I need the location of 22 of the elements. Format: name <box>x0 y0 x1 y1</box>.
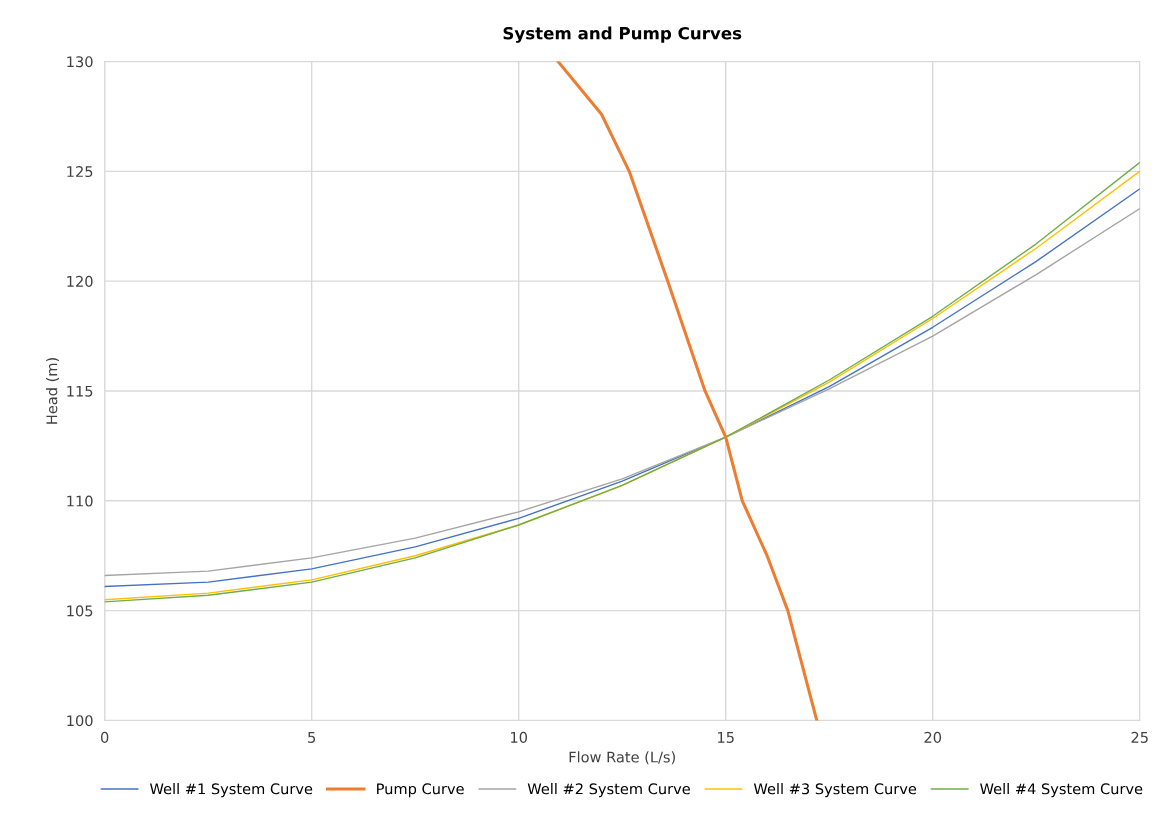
legend-label: Well #3 System Curve <box>753 783 917 798</box>
x-axis-title: Flow Rate (L/s) <box>569 751 675 765</box>
y-tick-label: 125 <box>67 166 93 178</box>
y-tick-label: 105 <box>67 605 93 617</box>
x-tick-label: 20 <box>924 731 942 743</box>
line-series <box>556 61 819 721</box>
x-tick-label: 25 <box>1131 731 1148 743</box>
legend-label: Well #4 System Curve <box>980 783 1143 798</box>
x-tick-label: 0 <box>100 731 109 743</box>
legend-label: Pump Curve <box>377 783 464 798</box>
chart-title: System and Pump Curves <box>503 26 742 43</box>
x-tick-label: 10 <box>511 731 528 743</box>
legend-label: Well #2 System Curve <box>527 783 690 798</box>
y-tick-label: 110 <box>67 495 93 507</box>
y-tick-label: 100 <box>67 715 93 727</box>
x-tick-label: 15 <box>718 732 734 743</box>
y-tick-label: 115 <box>67 385 93 397</box>
y-tick-label: 120 <box>67 275 93 287</box>
legend-label: Well #1 System Curve <box>149 783 313 798</box>
x-tick-label: 5 <box>308 732 316 743</box>
y-tick-label: 130 <box>67 56 93 68</box>
y-axis-title: Head (m) <box>46 358 60 424</box>
